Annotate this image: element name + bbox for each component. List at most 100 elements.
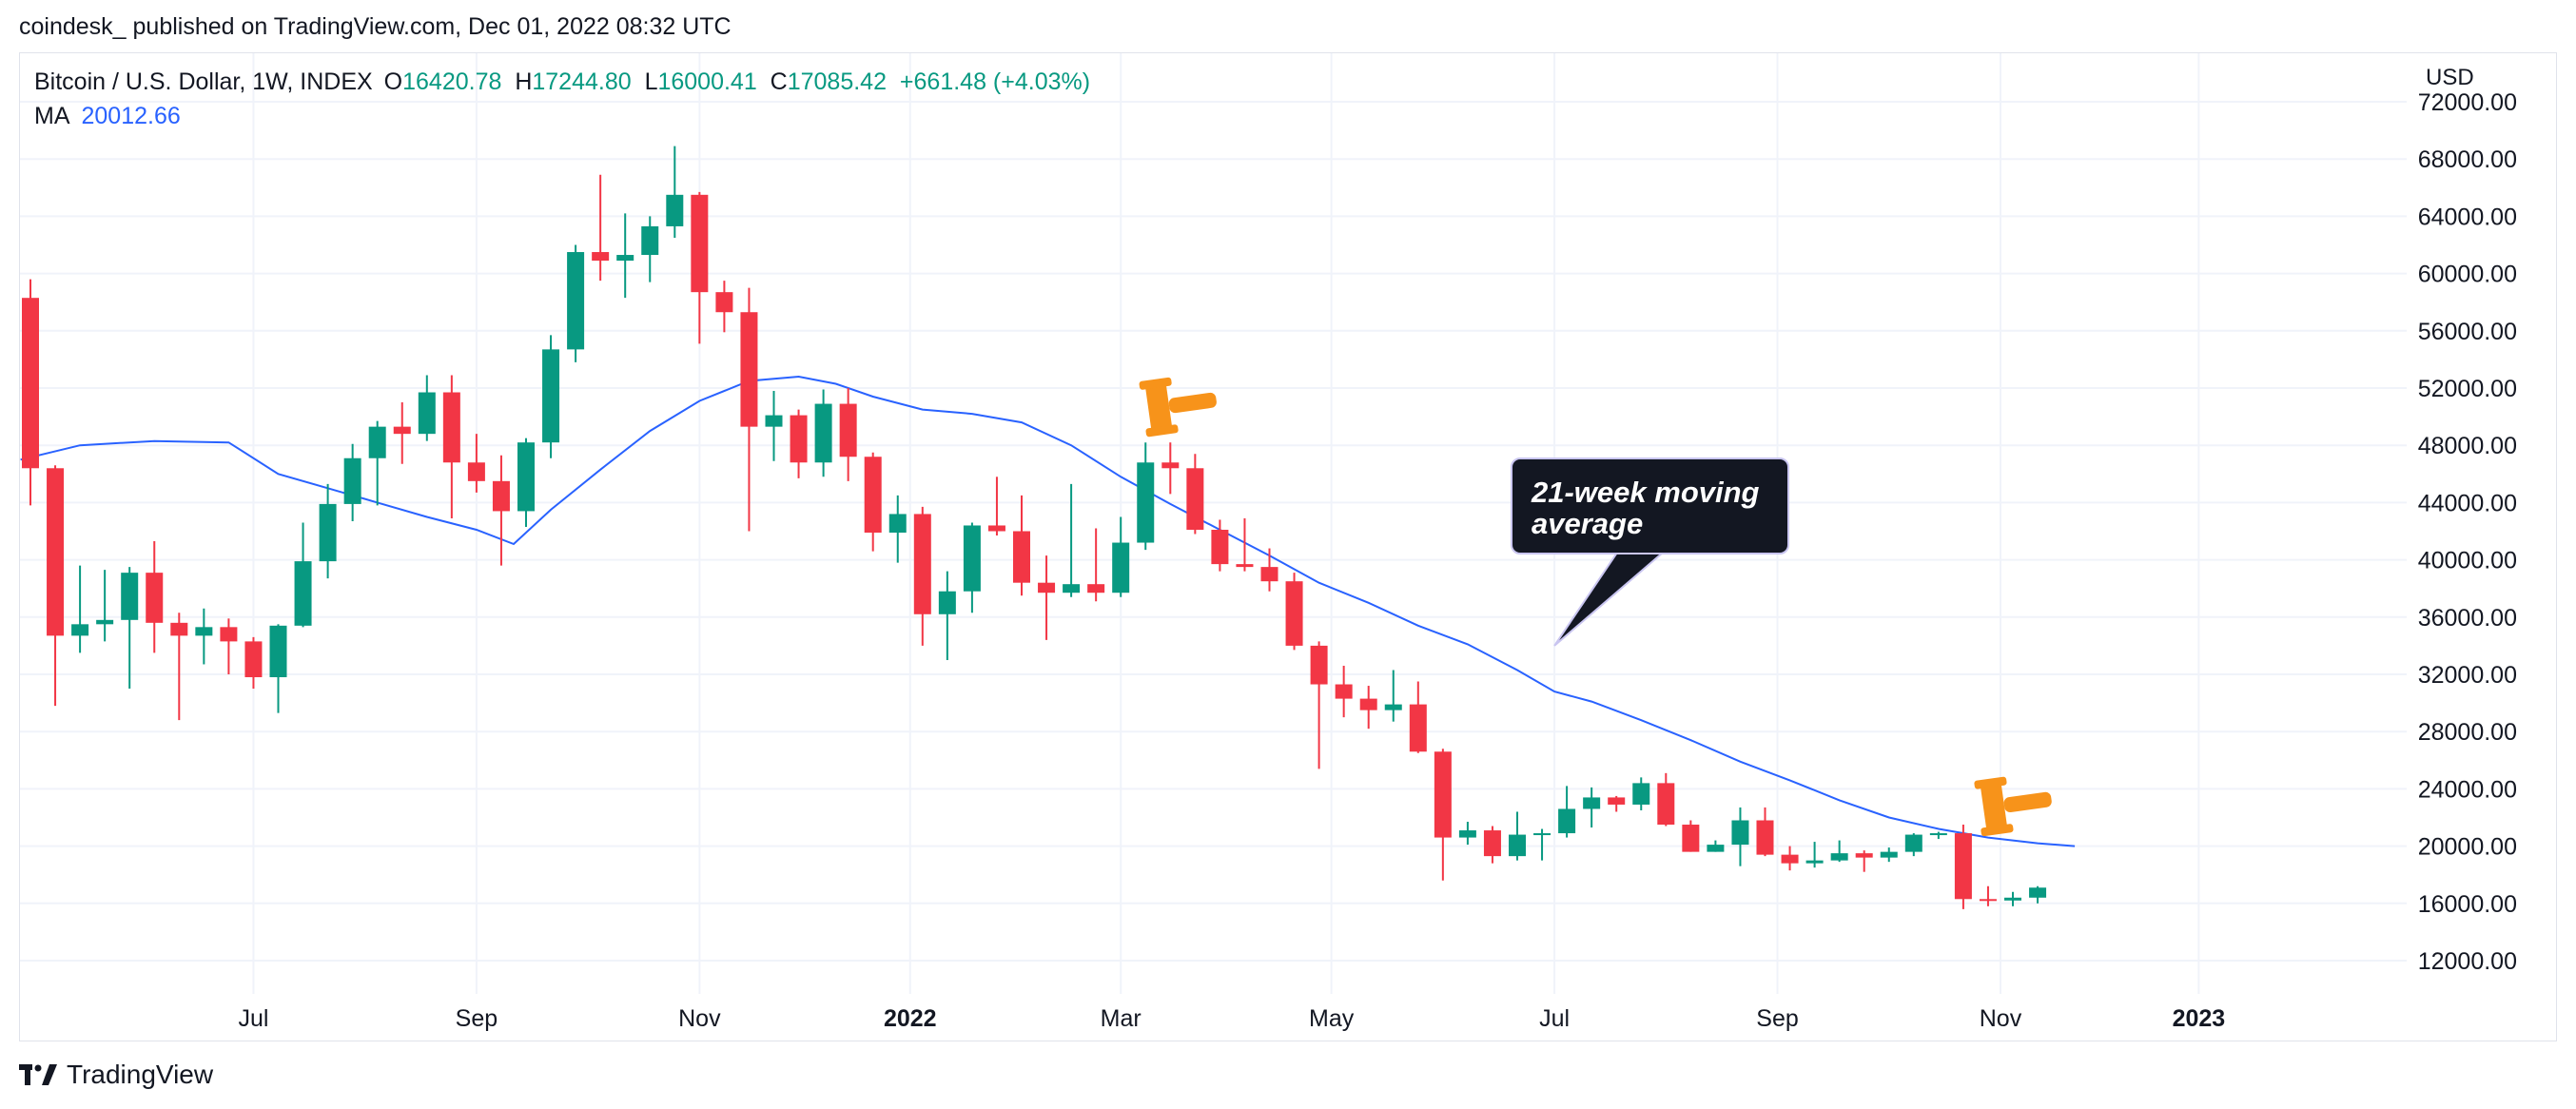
high-value: 17244.80 <box>532 68 632 95</box>
candle-body <box>1310 645 1328 685</box>
candle-body <box>641 225 659 256</box>
symbol-name[interactable]: Bitcoin / U.S. Dollar, 1W, INDEX <box>34 68 373 95</box>
candle-body <box>195 627 213 636</box>
candle-down <box>1260 548 1278 592</box>
y-tick-label: 60000.00 <box>2418 262 2517 288</box>
legend: Bitcoin / U.S. Dollar, 1W, INDEX O16420.… <box>34 65 1090 133</box>
candle-body <box>121 573 139 620</box>
candle-down <box>492 455 510 566</box>
candle-body <box>1359 698 1377 710</box>
candle-body <box>1458 830 1476 838</box>
candle-down <box>1756 807 1774 857</box>
ma-label[interactable]: MA <box>34 103 70 129</box>
gavel-handle <box>2003 791 2052 813</box>
tradingview-logo-icon <box>19 1064 57 1085</box>
candle-up <box>269 624 287 713</box>
candle-body <box>666 194 684 226</box>
candle-body <box>1161 462 1180 469</box>
candle-body <box>1632 783 1650 805</box>
candle-body <box>814 403 832 463</box>
candle-body <box>1657 783 1675 826</box>
candle-down <box>170 613 188 721</box>
candle-body <box>343 457 361 504</box>
candle-up <box>1707 840 1725 852</box>
gavel-head <box>1980 779 2008 835</box>
candle-up <box>814 389 832 477</box>
y-tick-label: 64000.00 <box>2418 204 2517 230</box>
candle-body <box>1434 751 1452 838</box>
gavel-rim-top <box>1139 377 1172 390</box>
candle-down <box>442 375 460 518</box>
y-tick-label: 20000.00 <box>2418 834 2517 861</box>
candle-body <box>47 468 65 636</box>
x-axis: Jul Sep Nov 2022 Mar May Jul Sep Nov 2023 <box>238 1005 2225 1032</box>
candle-down <box>1359 686 1377 730</box>
candle-body <box>1013 531 1030 583</box>
candle-down <box>220 618 238 674</box>
gavel-handle <box>1168 392 1217 414</box>
candle-down <box>1087 528 1105 602</box>
y-axis: 12000.00 16000.00 20000.00 24000.00 28000.00… <box>2418 90 2517 975</box>
candle-up <box>319 483 337 579</box>
candle-up <box>1509 811 1526 861</box>
y-tick-label: 28000.00 <box>2418 719 2517 746</box>
y-tick-label: 32000.00 <box>2418 662 2517 689</box>
candle-body <box>96 619 114 625</box>
x-tick-label: Sep <box>1756 1005 1798 1032</box>
candle-down <box>1335 665 1353 718</box>
candle-body <box>1335 684 1353 699</box>
legend-ma-row: MA 20012.66 <box>34 99 1090 133</box>
candle-body <box>220 627 238 642</box>
candle-body <box>22 298 39 469</box>
candle-body <box>71 624 89 636</box>
candle-up <box>888 495 907 563</box>
gavel-icon <box>1139 377 1217 438</box>
y-tick-label: 68000.00 <box>2418 146 2517 173</box>
candle-up <box>517 438 535 527</box>
candle-down <box>1608 795 1626 812</box>
chart-frame <box>19 52 2557 1041</box>
open-value: 16420.78 <box>402 68 502 95</box>
gavel-rim-top <box>1974 776 2007 789</box>
candle-up <box>96 570 114 642</box>
candle-body <box>1880 851 1898 858</box>
candle-body <box>1384 704 1402 710</box>
y-tick-label: 44000.00 <box>2418 490 2517 516</box>
candle-up <box>368 420 386 506</box>
y-tick-label: 12000.00 <box>2418 948 2517 975</box>
candle-down <box>1434 749 1452 881</box>
x-tick-label: Mar <box>1101 1005 1142 1032</box>
candle-down <box>1483 826 1501 864</box>
candle-body <box>1509 834 1526 857</box>
ma-line-layer <box>20 375 2076 847</box>
gavel-rim-bottom <box>1981 824 2014 837</box>
candle-body <box>1285 581 1303 646</box>
candle-up <box>1558 786 1576 838</box>
ma-line <box>20 375 2076 847</box>
candle-up <box>1533 828 1551 861</box>
close-value: 17085.42 <box>787 68 887 95</box>
y-tick-label: 56000.00 <box>2418 319 2517 345</box>
high-label: H <box>515 68 533 95</box>
candle-down <box>864 452 882 552</box>
candle-body <box>1236 564 1254 568</box>
annotations <box>1139 377 2052 837</box>
open-label: O <box>383 68 403 95</box>
candle-up <box>1583 787 1601 828</box>
candle-body <box>1731 820 1749 846</box>
candle-body <box>1954 833 1972 900</box>
footer-brand[interactable]: TradingView <box>19 1060 213 1090</box>
x-tick-label: May <box>1309 1005 1355 1032</box>
x-tick-label: Nov <box>678 1005 721 1032</box>
y-tick-label: 36000.00 <box>2418 605 2517 632</box>
candle-body <box>294 561 312 626</box>
candle-up <box>1929 831 1947 840</box>
low-value: 16000.41 <box>657 68 757 95</box>
candle-body <box>170 622 188 636</box>
candle-up <box>938 571 956 660</box>
candle-body <box>1682 825 1700 852</box>
candle-down <box>1236 517 1254 572</box>
currency-label: USD <box>2426 65 2474 90</box>
candle-down <box>715 281 733 333</box>
